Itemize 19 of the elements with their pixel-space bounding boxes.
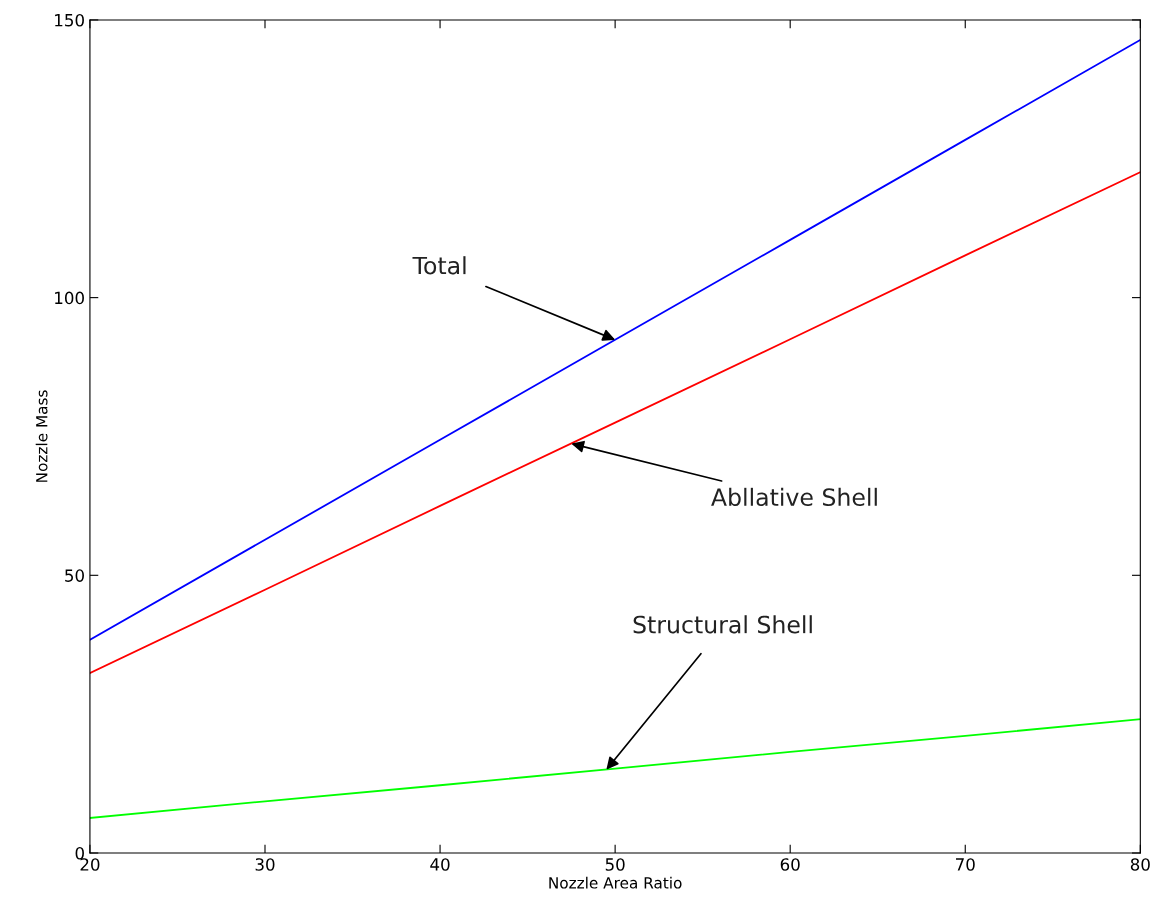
- y-tick-label: 0: [75, 846, 84, 860]
- x-tick-label: 60: [780, 858, 800, 871]
- annotation: Total: [412, 256, 466, 275]
- line-series: [89, 718, 1141, 819]
- y-tick-label: 150: [55, 13, 84, 27]
- y-axis-title: Nozzle Mass: [35, 390, 48, 482]
- x-tick-label: 80: [1130, 858, 1150, 871]
- line-series: [89, 39, 1141, 641]
- x-axis-title: Nozzle Area Ratio: [549, 876, 682, 889]
- x-tick-label: 40: [430, 858, 450, 871]
- y-tick-label: 100: [55, 291, 84, 305]
- x-tick-label: 20: [80, 858, 100, 871]
- line-series: [89, 171, 1141, 674]
- y-tick-label: 50: [65, 569, 84, 582]
- annotation: Abllative Shell: [711, 487, 877, 507]
- x-tick-label: 70: [956, 858, 975, 871]
- x-tick-label: 30: [255, 858, 275, 871]
- x-tick-label: 50: [605, 858, 625, 871]
- annotation: Structural Shell: [633, 615, 812, 634]
